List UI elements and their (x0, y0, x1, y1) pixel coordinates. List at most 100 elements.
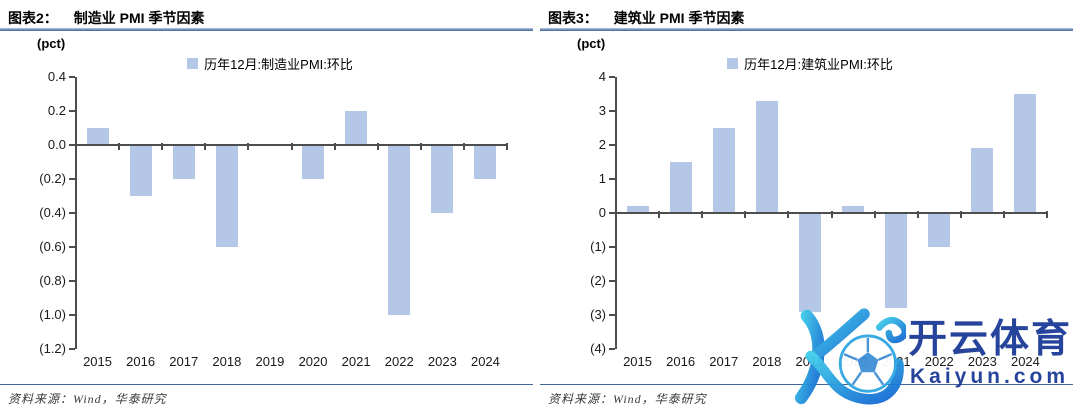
x-axis-tick (419, 143, 422, 150)
x-axis-tick-label: 2019 (255, 354, 285, 369)
legend: 历年12月:制造业PMI:环比 (0, 54, 540, 73)
y-axis-tick (69, 348, 75, 350)
x-axis-tick (118, 143, 121, 150)
y-axis-line (75, 77, 77, 349)
y-axis-tick-label: 0.0 (47, 137, 66, 152)
x-axis-tick (161, 143, 164, 150)
x-axis-tick (744, 211, 747, 218)
x-axis-tick (333, 143, 336, 150)
y-axis-tick (609, 314, 615, 316)
data-bar-2022 (928, 213, 951, 247)
x-axis-tick-label: 2024 (470, 354, 500, 369)
x-axis-tick-label: 2015 (623, 354, 652, 369)
x-axis-tick-label: 2022 (924, 354, 954, 369)
x-axis-tick-label: 2022 (384, 354, 414, 369)
plot-area: 0.4 0.2 0.0 (0.2) (0.4) (0.6) (0.8) (1.0) (1.2) 2… (39, 69, 508, 369)
y-axis-tick (69, 110, 75, 112)
y-axis-tick (69, 314, 75, 316)
y-axis-tick (69, 144, 75, 146)
data-bar-2015 (86, 128, 109, 145)
x-axis-tick-label: 2023 (967, 354, 997, 369)
data-bar-2015 (626, 206, 649, 213)
x-axis-tick-label: 2023 (427, 354, 457, 369)
y-axis-tick-label: 3 (598, 103, 606, 118)
data-bar-2017 (712, 128, 735, 213)
x-axis-tick-label: 2016 (126, 354, 156, 369)
x-axis-tick (247, 143, 250, 150)
x-axis-tick-label: 2016 (666, 354, 696, 369)
x-axis-tick-label: 2021 (881, 354, 911, 369)
x-axis-zero-line (616, 212, 1047, 214)
y-axis-tick (69, 280, 75, 282)
figure-title-text: 建筑业 PMI 季节因素 (613, 10, 745, 26)
y-axis-tick-label: (0.4) (39, 205, 66, 220)
source-note: 资料来源：Wind，华泰研究 (548, 392, 707, 406)
x-axis-tick (959, 211, 962, 218)
title-underline (540, 28, 1073, 31)
data-bar-2018 (755, 100, 778, 213)
y-axis-tick-label: (1.2) (39, 341, 66, 356)
y-axis-tick-label: (0.6) (39, 239, 66, 254)
y-axis-tick-label: (1) (590, 239, 606, 254)
x-axis-tick (1002, 211, 1005, 218)
y-axis-tick (609, 280, 615, 282)
x-axis-tick (873, 211, 876, 218)
footer-rule (0, 384, 533, 385)
data-bar-2020 (842, 206, 865, 213)
y-axis-tick (609, 110, 615, 112)
data-bar-2019 (798, 213, 821, 312)
x-axis-tick-label: 2019 (795, 354, 825, 369)
x-axis-tick (462, 143, 465, 150)
y-axis-tick-label: (3) (590, 307, 606, 322)
y-axis-tick-label: (0.8) (39, 273, 66, 288)
x-axis-tick (658, 211, 661, 218)
figure-title: 图表2： 制造业 PMI 季节因素 (8, 8, 530, 28)
x-axis-tick-label: 2020 (838, 354, 868, 369)
x-axis-tick-label: 2018 (212, 354, 242, 369)
x-axis-tick (701, 211, 704, 218)
data-bar-2021 (885, 213, 908, 309)
chart-panel-manufacturing-pmi: 图表2： 制造业 PMI 季节因素 (pct) 历年12月:制造业PMI:环比 0… (0, 8, 540, 406)
y-axis-tick (609, 76, 615, 78)
data-bar-2021 (345, 111, 368, 145)
legend-label: 历年12月:制造业PMI:环比 (204, 57, 353, 72)
x-axis-tick-label: 2024 (1010, 354, 1040, 369)
chart-panel-construction-pmi: 图表3： 建筑业 PMI 季节因素 (pct) 历年12月:建筑业PMI:环比 4… (540, 0, 1080, 413)
x-axis-tick (204, 143, 207, 150)
x-axis-tick-label: 2021 (341, 354, 371, 369)
y-axis-tick-label: (1.0) (39, 307, 66, 322)
y-axis-tick (609, 178, 615, 180)
y-axis-tick-label: 0.2 (47, 103, 66, 118)
x-axis-tick-label: 2017 (709, 354, 739, 369)
y-axis-tick (609, 348, 615, 350)
y-axis-tick-label: (0.2) (39, 171, 66, 186)
data-bar-2016 (669, 162, 692, 213)
x-axis-tick (75, 143, 77, 150)
x-axis-tick (787, 211, 790, 218)
data-bar-2023 (431, 145, 454, 213)
source-note: 资料来源：Wind，华泰研究 (8, 392, 167, 406)
x-axis-tick (1046, 211, 1048, 218)
x-axis-tick (376, 143, 379, 150)
y-axis-tick-label: (2) (590, 273, 606, 288)
y-axis-unit-label: (pct) (577, 36, 606, 51)
y-axis-tick (609, 212, 615, 214)
figure-title-text: 制造业 PMI 季节因素 (73, 10, 205, 26)
title-underline (0, 28, 533, 31)
legend-swatch-icon (727, 58, 739, 69)
plot-area: 4 3 2 1 0 (1) (2) (3) (4) 2015 2016 2017 2018 2019 202… (540, 0, 1080, 413)
x-axis-tick (830, 211, 833, 218)
y-axis-tick-label: 4 (598, 69, 606, 84)
data-bar-2016 (129, 145, 152, 196)
figure-title: 图表3： 建筑业 PMI 季节因素 (548, 8, 1070, 28)
x-axis-tick-label: 2020 (298, 354, 328, 369)
footer-rule (540, 384, 1073, 385)
y-axis-tick-label: 0.4 (47, 69, 66, 84)
x-axis-tick-label: 2018 (752, 354, 782, 369)
y-axis-tick (69, 76, 75, 78)
y-axis-tick-label: 1 (598, 171, 606, 186)
data-bar-2020 (302, 145, 325, 179)
data-bar-2017 (172, 145, 195, 179)
y-axis-tick (609, 246, 615, 248)
legend-label: 历年12月:建筑业PMI:环比 (744, 57, 893, 72)
